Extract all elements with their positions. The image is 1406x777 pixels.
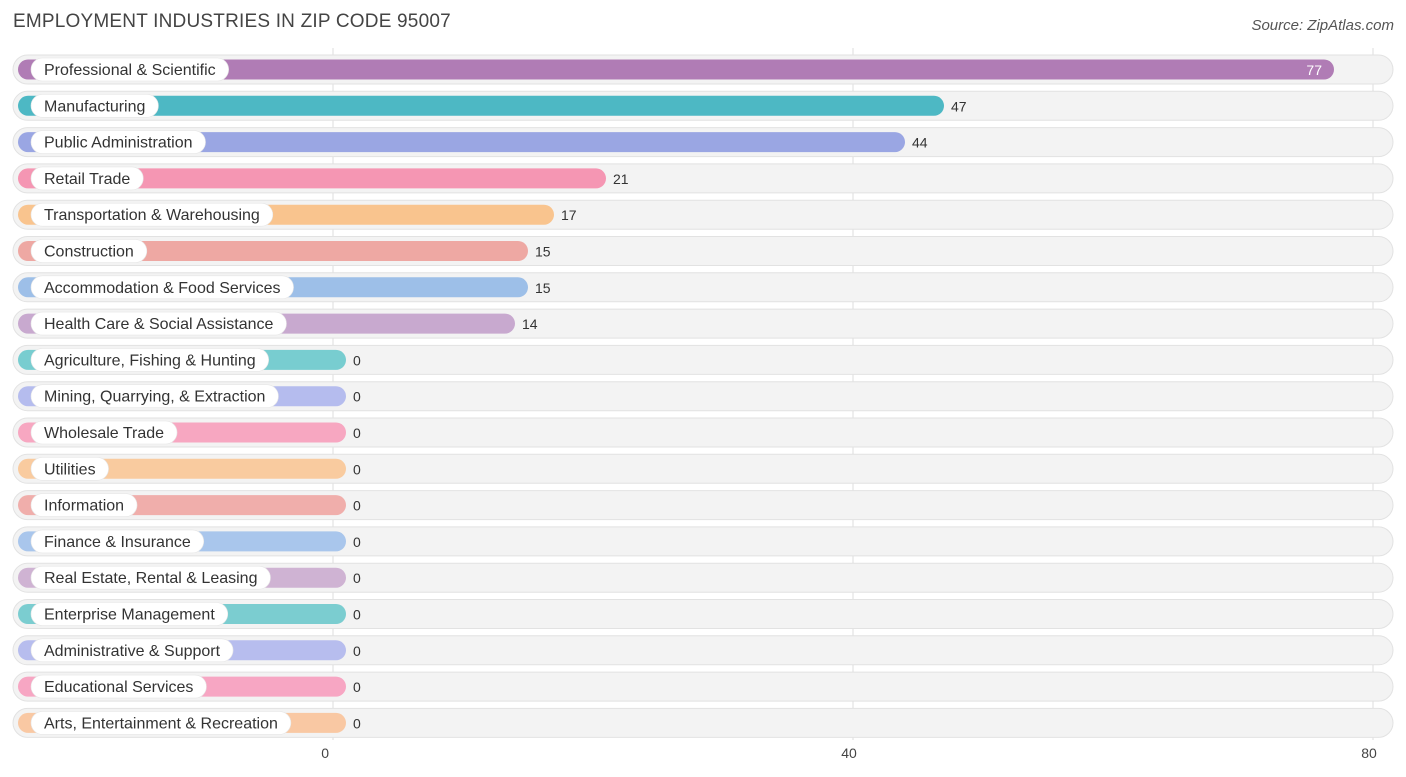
category-label-pill: [30, 602, 229, 626]
bar-row: Mining, Quarrying, & Extraction 0: [12, 381, 1394, 412]
category-label: Accommodation & Food Services: [44, 280, 281, 297]
category-label-pill: [30, 311, 287, 336]
category-label-pill: [30, 565, 271, 590]
bar-track: [12, 707, 1394, 738]
category-label: Professional & Scientific: [44, 62, 216, 79]
bar-row: Utilities 0: [12, 453, 1394, 484]
bar-row: Enterprise Management 0: [12, 599, 1394, 629]
category-label: Construction: [44, 244, 134, 261]
value-label: 0: [353, 425, 361, 441]
x-tick-label: 80: [1361, 745, 1377, 761]
bar-row: Information 0: [12, 490, 1394, 521]
bar-row: Professional & Scientific 77: [12, 54, 1394, 85]
value-label: 0: [353, 570, 361, 586]
bar-row: Public Administration 44: [12, 127, 1394, 158]
bar-row: Administrative & Support 0: [12, 635, 1394, 666]
category-label: Utilities: [44, 461, 96, 478]
category-label: Wholesale Trade: [44, 425, 164, 442]
category-label-pill: [30, 529, 205, 554]
bar-track: [12, 490, 1394, 521]
category-label-pill: [30, 130, 206, 154]
x-tick-label: 0: [321, 745, 329, 761]
bar-row: Accommodation & Food Services 15: [12, 272, 1394, 303]
value-label: 0: [353, 715, 361, 731]
category-label-pill: [30, 57, 229, 82]
chart-title: EMPLOYMENT INDUSTRIES IN ZIP CODE 95007: [13, 11, 451, 32]
category-label-pill: [30, 239, 148, 263]
bar-row: Transportation & Warehousing 17: [12, 199, 1394, 230]
category-label: Finance & Insurance: [44, 534, 191, 551]
category-label-pill: [30, 711, 292, 735]
category-label: Manufacturing: [44, 98, 145, 115]
value-label: 21: [613, 171, 629, 187]
category-label: Retail Trade: [44, 171, 130, 188]
bar-track: [12, 381, 1394, 412]
category-label-pill: [30, 493, 138, 517]
value-label: 0: [353, 461, 361, 477]
bar-row: Finance & Insurance 0: [12, 526, 1394, 557]
bar-track: [12, 453, 1394, 484]
value-label: 0: [353, 679, 361, 695]
bar-rows: Professional & Scientific 77 Manufacturing…: [12, 54, 1394, 738]
bar: [18, 132, 905, 153]
category-label-pill: [30, 202, 274, 227]
category-label-pill: [30, 94, 159, 118]
x-tick-label: 40: [841, 745, 857, 761]
bar-track: [12, 635, 1394, 666]
bar-row: Manufacturing 47: [12, 90, 1394, 121]
category-label: Agriculture, Fishing & Hunting: [44, 352, 256, 369]
bar-track: [12, 562, 1394, 593]
bar-row: Wholesale Trade 0: [12, 417, 1394, 448]
value-label: 0: [353, 389, 361, 405]
category-label-pill: [30, 638, 234, 663]
category-label-pill: [30, 166, 144, 191]
category-label: Transportation & Warehousing: [44, 207, 260, 224]
bar: [18, 59, 1334, 80]
bar-row: Real Estate, Rental & Leasing 0: [12, 562, 1394, 593]
bar-track: [12, 599, 1394, 629]
category-label: Real Estate, Rental & Leasing: [44, 570, 257, 587]
bar-row: Construction 15: [12, 236, 1394, 266]
category-label-pill: [30, 674, 207, 699]
bar: [18, 168, 606, 189]
value-label: 77: [1306, 62, 1322, 78]
bar-track: [12, 344, 1394, 375]
category-label: Administrative & Support: [44, 643, 221, 660]
bar-row: Arts, Entertainment & Recreation 0: [12, 707, 1394, 738]
bar-track: [12, 671, 1394, 702]
bar-row: Health Care & Social Assistance 14: [12, 308, 1394, 339]
source-label: Source: ZipAtlas.com: [1251, 17, 1394, 34]
bar: [18, 95, 944, 116]
bar-row: Educational Services 0: [12, 671, 1394, 702]
category-label-pill: [30, 384, 279, 409]
category-label-pill: [30, 348, 269, 372]
value-label: 44: [912, 135, 928, 151]
value-label: 17: [561, 207, 577, 223]
value-label: 47: [951, 98, 967, 114]
category-label-pill: [30, 420, 178, 445]
value-label: 0: [353, 352, 361, 368]
x-axis-ticks: 0 40 80: [321, 745, 1377, 761]
value-label: 14: [522, 316, 538, 332]
category-label: Information: [44, 498, 124, 515]
value-label: 0: [353, 498, 361, 514]
category-label: Educational Services: [44, 679, 193, 696]
value-label: 15: [535, 244, 551, 260]
bar-row: Agriculture, Fishing & Hunting 0: [12, 344, 1394, 375]
category-label: Mining, Quarrying, & Extraction: [44, 389, 265, 406]
category-label: Arts, Entertainment & Recreation: [44, 715, 278, 732]
category-label: Health Care & Social Assistance: [44, 316, 274, 333]
value-label: 15: [535, 280, 551, 296]
bar-track: [12, 526, 1394, 557]
value-label: 0: [353, 607, 361, 623]
category-label: Public Administration: [44, 135, 193, 152]
value-label: 0: [353, 643, 361, 659]
bar-track: [12, 417, 1394, 448]
bar-row: Retail Trade 21: [12, 163, 1394, 194]
category-label-pill: [30, 275, 294, 300]
category-label-pill: [30, 456, 109, 481]
category-label: Enterprise Management: [44, 607, 215, 624]
value-label: 0: [353, 534, 361, 550]
